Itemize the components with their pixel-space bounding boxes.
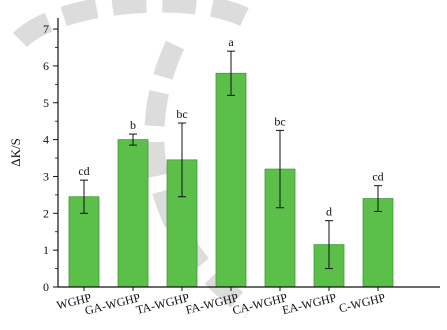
significance-labels-layer: cd b bc a bc d cd: [78, 35, 383, 219]
y-tick-label: 5: [43, 96, 49, 110]
error-bar-ta-wghp: [178, 122, 186, 198]
y-axis-title: ΔK/S: [8, 138, 23, 167]
significance-label: cd: [372, 170, 383, 184]
error-bar-c-wghp: [374, 185, 382, 212]
error-bar-ga-wghp: [129, 133, 137, 146]
error-bar-ea-wghp: [325, 220, 333, 270]
bars-layer: [68, 72, 394, 288]
y-tick-label: 3: [43, 169, 49, 183]
y-tick-label: 1: [43, 243, 49, 257]
error-bar-fa-wghp: [227, 50, 235, 96]
watermark: [12, 0, 256, 319]
y-tick-label: 4: [43, 133, 49, 147]
bar-c-wghp: [362, 198, 394, 288]
y-ticks-layer: 0 1 2 3 4 5 6 7: [43, 22, 58, 294]
axes-layer: [57, 18, 440, 288]
y-tick-label: 6: [43, 59, 49, 73]
significance-label: a: [228, 35, 234, 49]
x-tick-label: TA-WGHP: [135, 290, 191, 317]
y-tick-label: 0: [43, 280, 49, 294]
x-tick-label: EA-WGHP: [281, 290, 338, 317]
y-tick-label: 2: [43, 206, 49, 220]
bar-ga-wghp: [117, 139, 149, 288]
error-bar-wghp: [80, 179, 88, 214]
error-bar-ca-wghp: [276, 129, 284, 209]
significance-label: bc: [274, 114, 285, 128]
significance-label: bc: [176, 107, 187, 121]
significance-label: b: [130, 118, 136, 132]
error-bars-layer: [80, 50, 382, 270]
significance-label: d: [326, 205, 332, 219]
significance-label: cd: [78, 164, 89, 178]
y-tick-label: 7: [43, 22, 49, 36]
x-tick-label: GA-WGHP: [83, 290, 142, 317]
bar-fa-wghp: [215, 72, 247, 288]
x-tick-label: C-WGHP: [337, 290, 387, 315]
